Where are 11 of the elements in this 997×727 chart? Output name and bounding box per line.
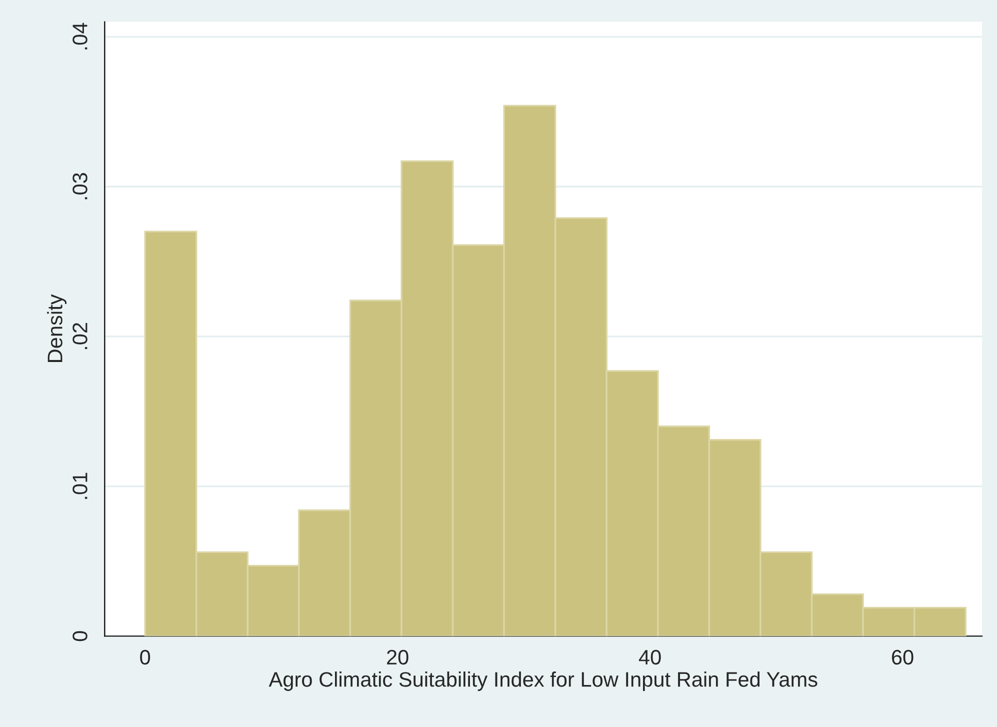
y-tick-label: .03 [72, 173, 88, 200]
y-tick-label: 0 [72, 631, 88, 642]
x-tick-label: 40 [638, 650, 661, 665]
x-tick-label: 60 [892, 650, 914, 665]
y-tick-label: .01 [72, 472, 88, 499]
x-tick-label: 0 [140, 650, 150, 665]
x-axis-title: Agro Climatic Suitability Index for Low Input Rain Fed Yams [268, 672, 818, 691]
y-tick-label: .04 [72, 22, 88, 50]
y-axis-title: Density [47, 294, 67, 362]
x-tick-label: 20 [387, 650, 408, 665]
y-tick-label: .02 [72, 323, 88, 350]
